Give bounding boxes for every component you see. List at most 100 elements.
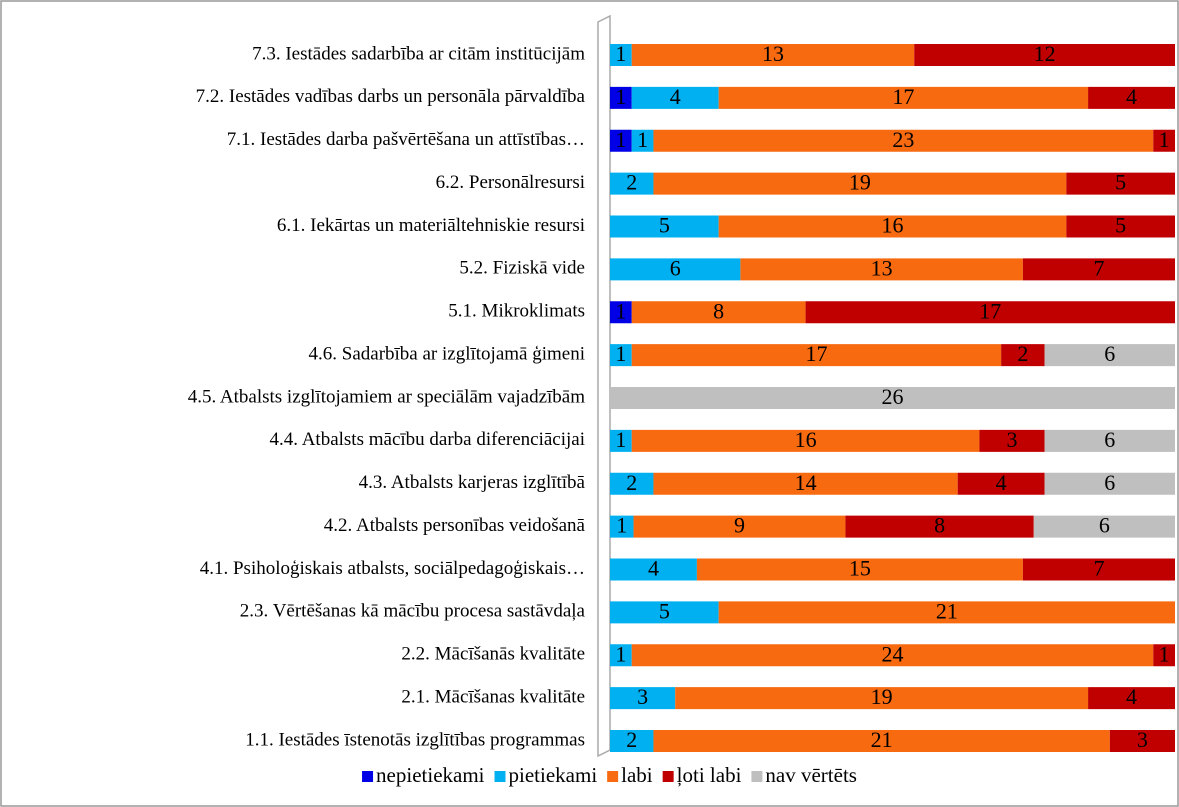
legend-label: pietiekami [509, 763, 598, 787]
bar-segment [718, 215, 1067, 238]
data-label: 24 [882, 641, 904, 666]
y-tick-label: 5.2. Fiziskā vide [459, 258, 585, 279]
legend-label: ļoti labi [677, 763, 742, 787]
bar-segment [1153, 644, 1175, 667]
bar-segment [610, 601, 719, 624]
data-label: 1 [616, 513, 627, 538]
y-tick-label: 4.1. Psiholoģiskais atbalsts, sociālpeda… [200, 558, 585, 579]
data-label: 17 [892, 84, 914, 109]
bar-segment [610, 172, 654, 195]
bar-segment [610, 86, 632, 109]
y-tick-label: 5.1. Mikroklimats [448, 301, 585, 322]
bar-segment [631, 344, 1002, 367]
bar-segment [610, 687, 676, 710]
data-label: 1 [1159, 127, 1170, 152]
bar-segment [653, 129, 1154, 152]
data-label: 9 [734, 513, 745, 538]
data-label: 19 [849, 170, 871, 195]
legend-swatch [751, 771, 763, 782]
axis-wall [597, 14, 611, 758]
bar-segment [610, 730, 654, 752]
y-tick-label: 4.4. Atbalsts mācību darba diferenciācij… [270, 429, 586, 450]
y-tick-label: 7.3. Iestādes sadarbība ar citām institū… [252, 43, 585, 64]
data-label: 3 [1007, 427, 1018, 452]
bar-segment [631, 429, 980, 452]
bar-segment [1001, 344, 1045, 367]
bar-segment [610, 344, 632, 367]
data-label: 13 [762, 41, 784, 66]
bar-segment [610, 129, 632, 152]
bar-segment [805, 301, 1175, 324]
y-tick-label: 4.3. Atbalsts karjeras izglītībā [359, 472, 586, 493]
bar-segment [1088, 86, 1175, 109]
bar-segment [1088, 687, 1175, 710]
bar-segment [631, 301, 806, 324]
bar-segment [633, 515, 846, 538]
bar-segment [675, 687, 1089, 710]
y-tick-label: 6.2. Personālresursi [436, 172, 585, 193]
data-label: 16 [795, 427, 817, 452]
data-label: 1 [1159, 641, 1170, 666]
legend-swatch [607, 771, 619, 782]
data-label: 19 [871, 684, 893, 709]
bar-segment [610, 215, 719, 238]
bar-segment [957, 472, 1045, 495]
data-label: 6 [1099, 513, 1110, 538]
data-label: 5 [1115, 213, 1126, 238]
data-label: 4 [1126, 684, 1137, 709]
bar-segment [610, 515, 634, 538]
data-label: 1 [615, 298, 626, 323]
data-label: 1 [615, 341, 626, 366]
data-label: 21 [936, 598, 958, 623]
bar-segment [631, 44, 915, 66]
legend-swatch [362, 771, 374, 782]
data-label: 5 [1115, 170, 1126, 195]
legend-swatch [494, 771, 506, 782]
data-label: 4 [648, 556, 659, 581]
bar-segment [610, 258, 741, 281]
data-label: 5 [659, 213, 670, 238]
data-label: 1 [615, 84, 626, 109]
legend-label: nepietiekami [376, 763, 485, 787]
y-tick-label: 4.2. Atbalsts personības veidošanā [324, 515, 586, 536]
data-label: 1 [615, 41, 626, 66]
data-label: 15 [849, 556, 871, 581]
data-label: 2 [626, 470, 637, 495]
data-label: 8 [934, 513, 945, 538]
y-tick-label: 6.1. Iekārtas un materiāltehniskie resur… [277, 215, 585, 236]
legend-label: labi [621, 763, 653, 787]
data-label: 6 [1104, 427, 1115, 452]
y-tick-label: 2.3. Vērtēšanas kā mācību procesa sastāv… [240, 601, 586, 622]
bar-segment [610, 429, 632, 452]
data-label: 7 [1093, 255, 1104, 280]
data-label: 14 [795, 470, 817, 495]
data-label: 1 [615, 427, 626, 452]
data-label: 3 [1137, 727, 1148, 752]
legend-swatch [662, 771, 674, 782]
bar-segment [653, 730, 1110, 752]
bar-segment [1044, 429, 1175, 452]
bar-segment [610, 387, 1175, 409]
bar-segment [610, 558, 697, 581]
data-label: 5 [659, 598, 670, 623]
y-tick-label: 7.2. Iestādes vadības darbs un personāla… [196, 86, 586, 107]
bar-segment [979, 429, 1045, 452]
bar-segment [631, 644, 1154, 667]
y-tick-label: 1.1. Iestādes īstenotās izglītības progr… [245, 729, 585, 750]
data-label: 17 [805, 341, 827, 366]
bar-segment [653, 472, 958, 495]
data-label: 26 [882, 384, 904, 409]
bar-segment [1044, 344, 1175, 367]
y-tick-label: 4.5. Atbalsts izglītojamiem ar speciālām… [188, 386, 586, 407]
data-label: 2 [626, 727, 637, 752]
y-tick-label: 2.1. Mācīšanas kvalitāte [401, 686, 585, 707]
bar-segment [1066, 215, 1175, 238]
data-label: 23 [892, 127, 914, 152]
data-label: 6 [1104, 341, 1115, 366]
data-label: 7 [1093, 556, 1104, 581]
bar-segment [631, 129, 654, 152]
legend-label: nav vērtēts [765, 763, 857, 787]
bar-segment [610, 301, 632, 324]
bar-segment [631, 86, 719, 109]
